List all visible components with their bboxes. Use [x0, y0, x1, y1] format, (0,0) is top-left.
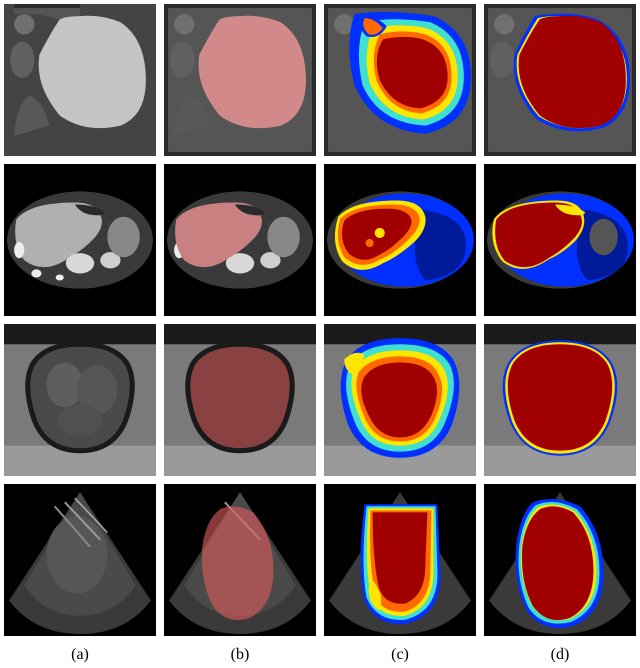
us-gt — [164, 484, 316, 636]
caption-a: (a) — [4, 644, 156, 664]
caption-c: (c) — [324, 644, 476, 664]
cell-r2-c — [324, 164, 476, 316]
cell-r3-d — [484, 324, 636, 476]
mri-mass-heatmap-d — [484, 324, 636, 476]
ct-spleen-input — [4, 4, 156, 156]
cell-r1-b — [164, 4, 316, 156]
cell-r2-b — [164, 164, 316, 316]
mri-mass-gt — [164, 324, 316, 476]
ct-liver-gt — [164, 164, 316, 316]
cell-r2-d — [484, 164, 636, 316]
cell-r1-d — [484, 4, 636, 156]
cell-r4-a — [4, 484, 156, 636]
mri-mass-input — [4, 324, 156, 476]
caption-b: (b) — [164, 644, 316, 664]
mri-mass-heatmap-c — [324, 324, 476, 476]
caption-d: (d) — [484, 644, 636, 664]
us-heatmap-c — [324, 484, 476, 636]
figure-grid: (a) (b) (c) (d) — [0, 0, 640, 668]
cell-r4-b — [164, 484, 316, 636]
cell-r1-c — [324, 4, 476, 156]
us-input — [4, 484, 156, 636]
cell-r3-b — [164, 324, 316, 476]
ct-spleen-heatmap-d — [484, 4, 636, 156]
cell-r3-a — [4, 324, 156, 476]
ct-liver-heatmap-c — [324, 164, 476, 316]
cell-r2-a — [4, 164, 156, 316]
cell-r4-d — [484, 484, 636, 636]
us-heatmap-d — [484, 484, 636, 636]
ct-spleen-heatmap-c — [324, 4, 476, 156]
ct-liver-input — [4, 164, 156, 316]
cell-r4-c — [324, 484, 476, 636]
cell-r3-c — [324, 324, 476, 476]
ct-liver-heatmap-d — [484, 164, 636, 316]
cell-r1-a — [4, 4, 156, 156]
ct-spleen-gt — [164, 4, 316, 156]
